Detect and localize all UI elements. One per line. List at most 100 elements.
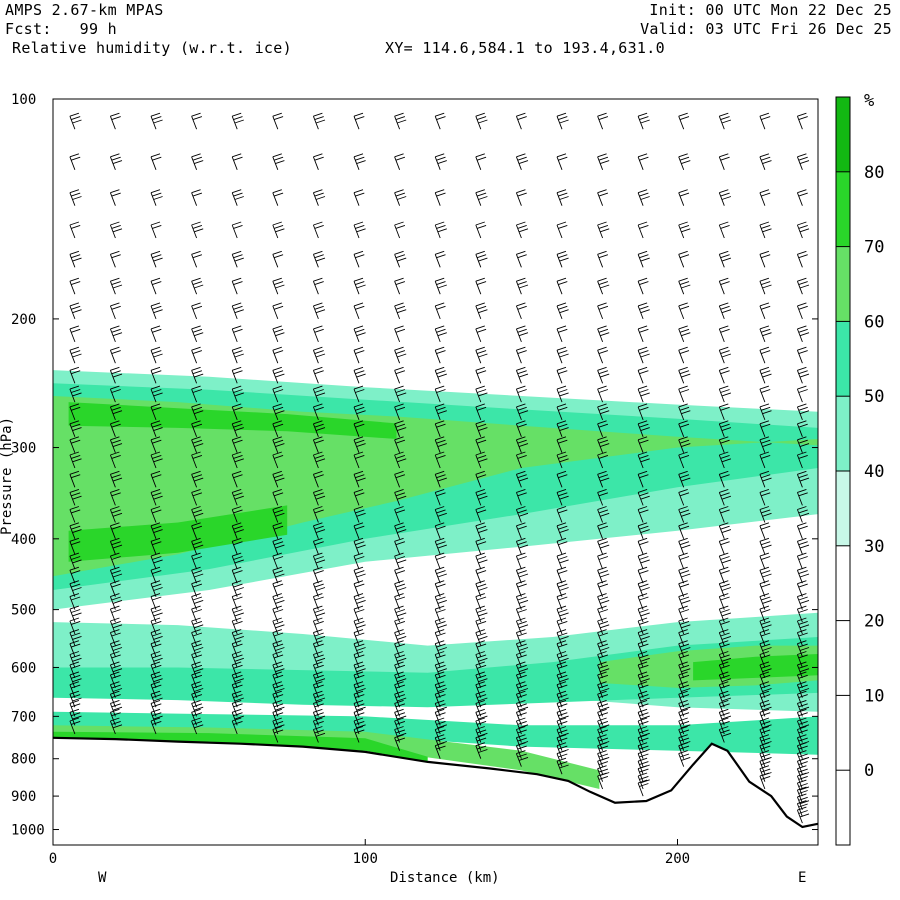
wind-barb [394, 726, 407, 743]
wind-barb [231, 640, 243, 657]
wind-barb [759, 189, 771, 206]
wind-barb [718, 699, 730, 717]
wind-barb [312, 366, 324, 384]
wind-barb [69, 470, 81, 488]
wind-barb [69, 325, 81, 343]
wind-barb [434, 681, 447, 698]
wind-barb [597, 734, 610, 751]
wind-barb [515, 522, 527, 539]
wind-barb [353, 593, 366, 610]
wind-barb [759, 403, 772, 421]
wind-barb [759, 506, 772, 523]
wind-barb [796, 451, 808, 469]
wind-barb [191, 522, 203, 539]
wind-barb [312, 488, 326, 506]
wind-barb [718, 420, 732, 437]
wind-barb [718, 651, 732, 668]
wind-barb [69, 690, 82, 708]
wind-barb [272, 506, 285, 523]
wind-barb [796, 522, 808, 539]
wind-barb [353, 671, 365, 689]
wind-barb [109, 436, 123, 453]
wind-barb [150, 112, 163, 130]
wind-barb [231, 385, 244, 403]
wind-barb [597, 385, 609, 403]
wind-barb [191, 302, 203, 320]
wind-barb [515, 537, 529, 555]
wind-barb [556, 366, 568, 384]
wind-barb [556, 552, 569, 570]
wind-barb [150, 436, 162, 453]
wind-barb [515, 699, 529, 717]
wind-barb [637, 671, 650, 689]
wind-barb [69, 566, 81, 584]
wind-barb [150, 552, 163, 570]
wind-barb [69, 366, 81, 384]
wind-barb [515, 189, 527, 206]
wind-barb [678, 436, 691, 453]
wind-barb [475, 470, 487, 488]
wind-barb [312, 470, 324, 488]
wind-barb [678, 385, 690, 403]
wind-barb [394, 420, 407, 437]
wind-barb [231, 325, 243, 343]
wind-barb [475, 403, 487, 421]
wind-barb [434, 436, 447, 453]
wind-barb [718, 552, 732, 570]
wind-barb [556, 420, 569, 437]
wind-barb [191, 640, 204, 657]
wind-barb [515, 385, 527, 403]
wind-barb [312, 325, 324, 343]
wind-barb [796, 734, 810, 751]
wind-barb [597, 522, 609, 539]
wind-barb [718, 221, 730, 239]
wind-barb [394, 385, 407, 403]
wind-barb [150, 617, 162, 635]
wind-barb [434, 580, 446, 597]
wind-barb [515, 325, 529, 343]
wind-barb [515, 250, 527, 268]
wind-barb [637, 629, 650, 646]
wind-barb [191, 488, 203, 506]
wind-barb [109, 690, 121, 708]
wind-barb [353, 451, 365, 469]
wind-barb [796, 112, 808, 130]
wind-barb [678, 325, 691, 343]
wind-barb [434, 488, 446, 506]
wind-barb [759, 742, 771, 759]
wind-barb [231, 708, 244, 726]
wind-barb [272, 566, 285, 584]
wind-barb [515, 346, 527, 364]
wind-barb [637, 699, 649, 717]
wind-barb [796, 651, 808, 668]
wind-barb [515, 742, 527, 759]
wind-barb [759, 221, 772, 239]
wind-barb [231, 366, 243, 384]
wind-barb [150, 302, 163, 320]
wind-barb [597, 506, 610, 523]
wind-barb [556, 629, 569, 646]
wind-barb [637, 566, 649, 584]
wind-barb [394, 189, 407, 206]
wind-barb [272, 250, 284, 268]
wind-barb [796, 593, 810, 610]
wind-barb [394, 640, 406, 657]
wind-barb [515, 221, 529, 239]
x-tick-label: 0 [49, 851, 57, 867]
wind-barb [759, 772, 771, 790]
colorbar-segment [836, 246, 850, 322]
wind-barb [556, 221, 568, 239]
wind-barb [109, 580, 121, 597]
wind-barb [796, 366, 810, 384]
wind-barb [69, 617, 81, 635]
wind-barb [678, 580, 690, 597]
wind-barb [353, 470, 366, 488]
wind-barb [191, 651, 203, 668]
wind-barb [556, 153, 568, 170]
wind-barb [434, 734, 447, 751]
wind-barb [796, 537, 810, 555]
wind-barb [475, 346, 488, 364]
colorbar-segment [836, 97, 850, 172]
wind-barb [475, 325, 487, 343]
wind-barb [718, 112, 732, 130]
